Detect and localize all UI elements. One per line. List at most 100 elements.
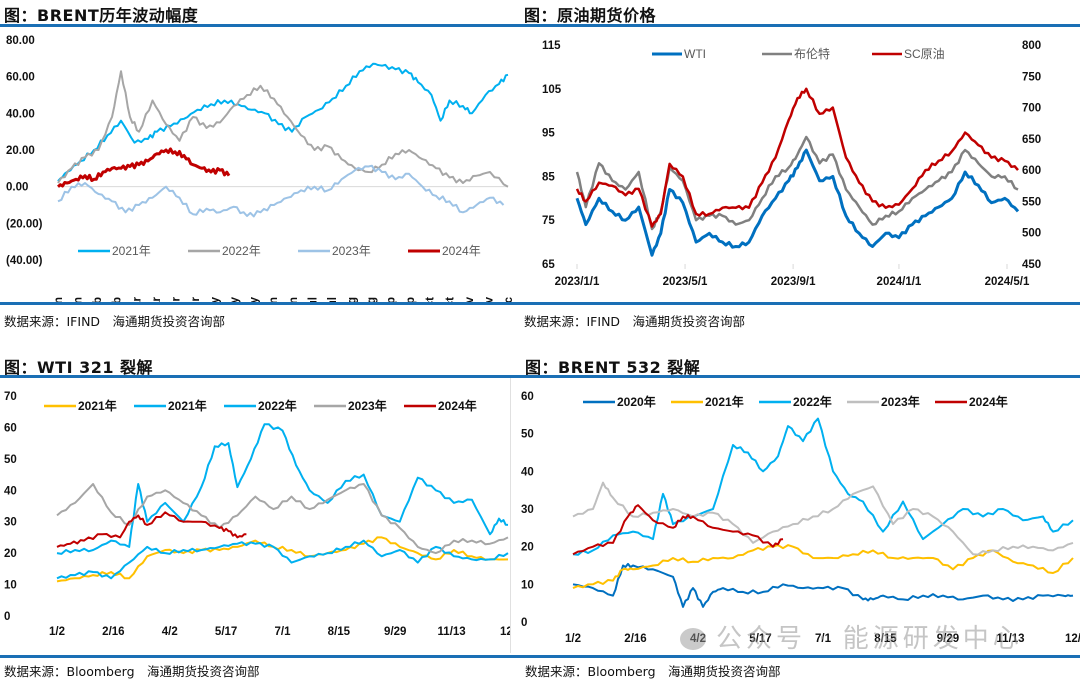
x-tick-label: 7/1: [275, 626, 292, 638]
legend-label: 2024年: [438, 398, 477, 413]
legend-label: 2024年: [442, 244, 481, 258]
legend-label: 2022年: [793, 394, 832, 409]
x-tick-label: 11/13: [996, 633, 1024, 645]
x-tick-label: 11/13: [438, 626, 466, 638]
y-tick-label: 50: [521, 429, 534, 441]
x-tick-label: 2/16: [102, 626, 124, 638]
x-tick-label: 2/16: [624, 633, 646, 645]
x-tick-label: 2023/9/1: [771, 276, 816, 288]
series-line-3: [572, 481, 1074, 556]
x-tick-label: 7/1: [815, 633, 832, 645]
y-tick-label: 80.00: [6, 35, 35, 47]
y-tick-label: 70: [4, 391, 17, 403]
y-tick-label: 60: [521, 391, 534, 403]
series-line-2: [57, 164, 505, 218]
y-tick-label: 85: [542, 171, 555, 183]
series-line-2: [575, 87, 1019, 228]
legend-label: WTI: [684, 47, 706, 61]
y-tick-label: 10: [4, 580, 17, 592]
x-tick-label: 8/15: [328, 626, 351, 638]
y-tick-label: 75: [542, 215, 555, 227]
crude-futures-chart: 115 105 95 85 75 65 800 750 700 650 600 550 500 450 20…: [542, 40, 1041, 288]
panel-brent-volatility: 图：BRENT历年波动幅度 80.00 60.00 40.00 20.00 0.00 (2…: [0, 0, 520, 330]
footer-rule: [520, 302, 1080, 305]
x-tick-label: 1/2: [565, 633, 581, 645]
y-tick-label: 95: [542, 128, 555, 140]
x-tick-label: 9/29: [384, 626, 406, 638]
x-tick-label: Sep: [386, 297, 398, 302]
series-line-3: [56, 483, 509, 555]
chart-title: 图：WTI 321 裂解: [4, 358, 154, 377]
x-tick-label: Mar: [131, 296, 143, 302]
title-rule: [515, 375, 1080, 378]
y-tick-label: 115: [542, 40, 561, 52]
y2-tick-label: 800: [1022, 40, 1041, 52]
y-tick-label: 40: [4, 485, 17, 497]
x-tick-label: Jan: [53, 297, 65, 302]
footer-rule: [0, 655, 515, 658]
title-rule: [0, 375, 515, 378]
x-tick-label: Jun: [288, 297, 300, 302]
x-tick-label: 5/17: [215, 626, 237, 638]
y2-tick-label: 450: [1022, 259, 1041, 271]
x-tick-label: 12/: [500, 626, 511, 638]
x-tick-label: 8/15: [874, 633, 897, 645]
x-tick-label: Aug: [366, 297, 378, 302]
y-tick-label: 40.00: [6, 108, 35, 120]
series-line-2: [56, 423, 509, 555]
y-tick-label: 20: [521, 542, 534, 554]
x-tick-label: 2024/5/1: [985, 276, 1030, 288]
x-tick-label: 4/2: [162, 626, 178, 638]
data-source: 数据来源：IFIND 海通期货投资咨询部: [4, 314, 226, 329]
x-tick-label: Apr: [190, 296, 202, 302]
y2-tick-label: 600: [1022, 165, 1041, 177]
chart-title: 图：原油期货价格: [524, 6, 657, 25]
series-line-2: [572, 417, 1074, 556]
wechat-icon: [680, 628, 706, 650]
series-line-1: [56, 539, 509, 580]
y-tick-label: 0.00: [6, 182, 28, 194]
x-tick-label: Jun: [268, 297, 280, 302]
x-tick-label: 12/: [1065, 633, 1080, 645]
series-line-0: [572, 562, 1074, 608]
legend-label: 2021年: [112, 244, 151, 258]
series-line-0: [56, 536, 509, 583]
x-tick-label: Oct: [425, 297, 437, 302]
y-tick-label: 65: [542, 259, 555, 271]
legend-label: 2021年: [78, 398, 117, 413]
series-line-0: [57, 62, 509, 182]
footer-rule: [0, 302, 520, 305]
x-tick-label: 1/2: [49, 626, 65, 638]
x-tick-label: Jul: [327, 297, 339, 302]
y-tick-label: 30: [521, 504, 534, 516]
x-tick-label: 2024/1/1: [877, 276, 922, 288]
legend-label: 2021年: [168, 398, 207, 413]
y-tick-label: 30: [4, 517, 17, 529]
legend-label: 2022年: [222, 244, 261, 258]
x-tick-label: 2023/5/1: [663, 276, 708, 288]
y-tick-label: 40: [521, 466, 534, 478]
series-line-3: [57, 147, 231, 188]
y2-tick-label: 550: [1022, 196, 1041, 208]
title-rule: [0, 24, 520, 27]
y-tick-label: 20: [4, 548, 17, 560]
x-tick-label: Oct: [444, 297, 456, 302]
x-tick-label: 5/17: [749, 633, 771, 645]
x-tick-label: Feb: [92, 297, 104, 302]
watermark: 公众号 · 能源研发中心: [680, 618, 1023, 655]
legend-label: SC原油: [904, 47, 945, 61]
chart-title: 图：BRENT历年波动幅度: [4, 6, 199, 25]
panel-brent-532-crack: 图：BRENT 532 裂解 60504030201001/22/164/25/…: [515, 352, 1080, 681]
brent-volatility-chart: 80.00 60.00 40.00 20.00 0.00 (20.00) (40.00) Ja…: [6, 35, 515, 302]
series-line-0: [575, 148, 1020, 257]
x-tick-label: May: [229, 296, 241, 302]
legend-label: 2023年: [348, 398, 387, 413]
x-tick-label: Mar: [151, 296, 163, 302]
y2-tick-label: 500: [1022, 228, 1041, 240]
data-source: 数据来源：Bloomberg 海通期货投资咨询部: [4, 664, 260, 679]
brent-532-crack-chart: 60504030201001/22/164/25/177/18/159/2911…: [521, 391, 1080, 645]
series-line-4: [56, 511, 247, 548]
data-source: 数据来源：IFIND 海通期货投资咨询部: [524, 314, 746, 329]
y-tick-label: 20.00: [6, 145, 35, 157]
footer-rule: [515, 655, 1080, 658]
